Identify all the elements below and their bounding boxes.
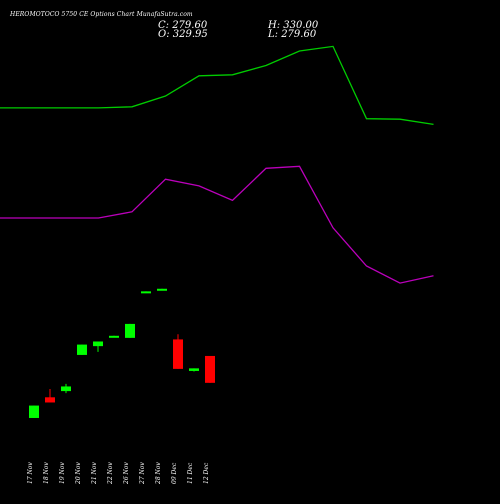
- candle-body: [77, 344, 87, 355]
- lower-band-line: [0, 165, 434, 284]
- candle-body: [109, 335, 119, 338]
- x-tick-label: 19 Nov: [59, 462, 66, 484]
- open-value: O: 329.95: [158, 29, 208, 40]
- candle-body: [93, 341, 103, 347]
- x-tick-label: 27 Nov: [139, 462, 146, 485]
- candle-body: [157, 288, 167, 291]
- x-tick-label: 12 Dec: [203, 462, 210, 484]
- x-tick-label: 21 Nov: [91, 462, 98, 485]
- high-value: H: 330.00: [268, 20, 319, 31]
- close-value: C: 279.60: [158, 20, 208, 31]
- candle-body: [29, 405, 39, 418]
- x-tick-label: 28 Nov: [155, 462, 162, 485]
- low-value: L: 279.60: [268, 29, 317, 40]
- candle-body: [189, 368, 199, 371]
- x-tick-label: 11 Dec: [187, 462, 194, 484]
- x-tick-label: 18 Nov: [43, 462, 50, 484]
- upper-band-line: [0, 45, 434, 126]
- candle-body: [205, 355, 215, 383]
- x-tick-label: 20 Nov: [75, 462, 82, 485]
- candle-body: [61, 386, 71, 392]
- candle-body: [141, 291, 151, 294]
- candle-body: [45, 397, 55, 403]
- candle-body: [173, 339, 183, 369]
- x-tick-label: 26 Nov: [123, 462, 130, 485]
- x-tick-label: 09 Dec: [171, 462, 178, 484]
- x-tick-label: 22 Nov: [107, 462, 114, 485]
- chart-title: HEROMOTOCO 5750 CE Options Chart MunafaS…: [10, 11, 193, 18]
- candle-body: [125, 323, 135, 338]
- x-tick-label: 17 Nov: [27, 462, 34, 484]
